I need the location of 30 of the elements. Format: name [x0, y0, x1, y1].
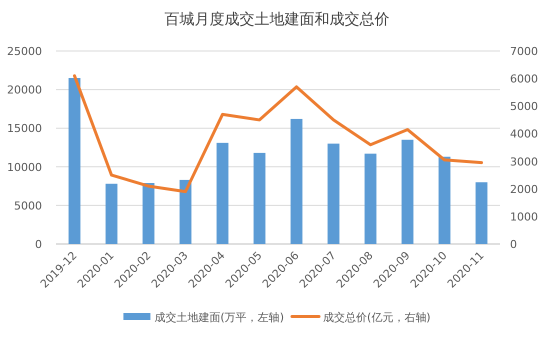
y-tick-label: 15000 — [7, 122, 42, 136]
y2-tick-label: 7000 — [510, 45, 538, 58]
line-series — [73, 74, 483, 194]
y2-tick-label: 0 — [510, 238, 517, 251]
bar — [68, 78, 80, 244]
bar — [216, 142, 228, 244]
bar — [476, 182, 488, 244]
y-tick-label: 25000 — [7, 45, 42, 58]
y2-tick-label: 4000 — [510, 128, 538, 141]
y-tick-label: 20000 — [7, 84, 42, 97]
bar — [180, 180, 192, 244]
legend-label: 成交总价(亿元，右轴) — [323, 311, 431, 324]
bar — [142, 183, 154, 244]
bar — [402, 140, 414, 244]
y2-tick-label: 5000 — [510, 100, 538, 114]
y2-tick-label: 6000 — [510, 72, 538, 86]
bar — [254, 152, 266, 244]
bar — [106, 184, 118, 244]
legend-label: 成交土地建面(万平，左轴) — [154, 311, 284, 324]
y-tick-label: 5000 — [14, 199, 42, 212]
y-tick-label: 10000 — [7, 160, 42, 174]
y2-tick-label: 2000 — [510, 182, 538, 196]
bar — [328, 144, 340, 244]
bar — [364, 154, 376, 244]
y-tick-label: 0 — [35, 238, 42, 251]
y2-tick-label: 3000 — [510, 155, 538, 168]
chart-title: 百城月度成交土地建面和成交总价 — [164, 10, 390, 28]
y2-tick-label: 1000 — [510, 210, 538, 224]
bar — [290, 118, 302, 244]
bar — [438, 156, 450, 244]
